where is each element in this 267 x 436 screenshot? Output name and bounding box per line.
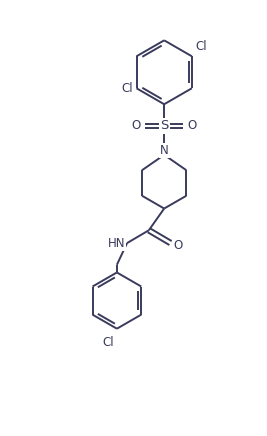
Text: HN: HN — [108, 237, 125, 249]
Text: Cl: Cl — [103, 336, 114, 349]
Text: Cl: Cl — [121, 82, 133, 95]
Text: O: O — [131, 119, 141, 133]
Text: S: S — [160, 119, 168, 133]
Text: N: N — [160, 144, 168, 157]
Text: Cl: Cl — [196, 40, 207, 53]
Text: O: O — [174, 239, 183, 252]
Text: O: O — [188, 119, 197, 133]
